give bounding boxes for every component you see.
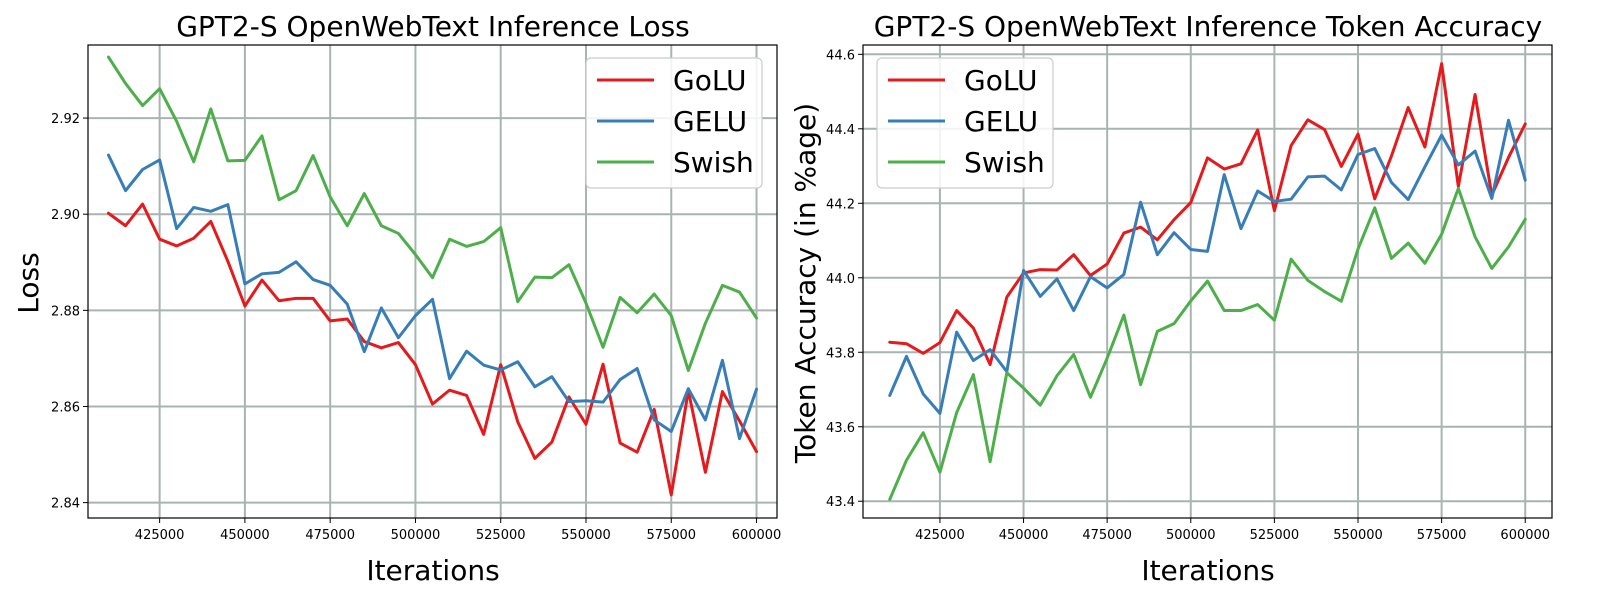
accuracy-y-tick-label: 44.2 bbox=[826, 197, 855, 212]
loss-series-golu bbox=[106, 202, 759, 497]
accuracy-x-tick-label: 550000 bbox=[1333, 528, 1383, 543]
loss-x-tick-label: 425000 bbox=[135, 528, 185, 543]
accuracy-x-tick-label: 475000 bbox=[1082, 528, 1132, 543]
loss-x-tick-label: 525000 bbox=[476, 528, 526, 543]
loss-x-axis-label: Iterations bbox=[366, 554, 499, 587]
loss-x-tick-label: 550000 bbox=[561, 528, 611, 543]
loss-legend-label-swish: Swish bbox=[673, 146, 754, 179]
accuracy-series-gelu bbox=[888, 118, 1527, 415]
accuracy-legend-box bbox=[876, 57, 1054, 189]
loss-legend-box bbox=[585, 57, 763, 189]
loss-plot-frame bbox=[87, 44, 778, 519]
loss-y-tick-label: 2.90 bbox=[51, 208, 80, 223]
accuracy-y-tick-label: 44.6 bbox=[826, 48, 855, 63]
accuracy-legend: GoLU GELU Swish bbox=[876, 57, 1054, 189]
accuracy-x-tick-label: 525000 bbox=[1250, 528, 1300, 543]
loss-y-tick-label: 2.88 bbox=[51, 304, 80, 319]
loss-y-axis-label: Loss bbox=[12, 252, 45, 313]
loss-legend-label-golu: GoLU bbox=[673, 64, 747, 97]
loss-ticks: 425000 450000 475000 500000 525000 550000 5750… bbox=[51, 112, 781, 543]
accuracy-y-axis-label: Token Accuracy (in %age) bbox=[789, 103, 822, 464]
accuracy-series-golu bbox=[888, 62, 1527, 367]
loss-chart-title: GPT2-S OpenWebText Inference Loss bbox=[176, 10, 690, 43]
loss-chart: GPT2-S OpenWebText Inference Loss 425000… bbox=[12, 10, 781, 587]
accuracy-y-tick-label: 43.4 bbox=[826, 495, 855, 510]
accuracy-x-axis-label: Iterations bbox=[1141, 554, 1274, 587]
loss-x-tick-label: 600000 bbox=[732, 528, 782, 543]
loss-series-swish bbox=[106, 55, 759, 372]
loss-legend: GoLU GELU Swish bbox=[585, 57, 763, 189]
accuracy-legend-label-golu: GoLU bbox=[964, 64, 1038, 97]
accuracy-plot-frame bbox=[862, 44, 1553, 519]
loss-x-tick-label: 500000 bbox=[391, 528, 441, 543]
accuracy-y-tick-label: 44.4 bbox=[826, 123, 855, 138]
accuracy-y-tick-label: 43.8 bbox=[826, 346, 855, 361]
loss-x-tick-label: 575000 bbox=[646, 528, 696, 543]
accuracy-y-tick-label: 43.6 bbox=[826, 421, 855, 436]
loss-y-tick-label: 2.92 bbox=[51, 112, 80, 127]
accuracy-ticks: 425000 450000 475000 500000 525000 550000 5750… bbox=[826, 48, 1550, 543]
accuracy-legend-label-swish: Swish bbox=[964, 146, 1045, 179]
loss-legend-label-gelu: GELU bbox=[673, 105, 747, 138]
accuracy-series-swish bbox=[888, 186, 1527, 501]
loss-x-tick-label: 450000 bbox=[220, 528, 270, 543]
accuracy-legend-label-gelu: GELU bbox=[964, 105, 1038, 138]
loss-x-tick-label: 475000 bbox=[305, 528, 355, 543]
accuracy-x-tick-label: 600000 bbox=[1500, 528, 1550, 543]
loss-y-tick-label: 2.84 bbox=[51, 497, 80, 512]
loss-y-tick-label: 2.86 bbox=[51, 400, 80, 415]
accuracy-grid bbox=[863, 45, 1552, 518]
accuracy-x-tick-label: 425000 bbox=[915, 528, 965, 543]
loss-series bbox=[106, 55, 759, 497]
accuracy-chart-title: GPT2-S OpenWebText Inference Token Accur… bbox=[874, 10, 1543, 43]
accuracy-x-tick-label: 500000 bbox=[1166, 528, 1216, 543]
accuracy-chart: GPT2-S OpenWebText Inference Token Accur… bbox=[789, 10, 1553, 587]
loss-series-gelu bbox=[106, 153, 759, 441]
accuracy-x-tick-label: 575000 bbox=[1417, 528, 1467, 543]
accuracy-y-tick-label: 44.0 bbox=[826, 272, 855, 287]
accuracy-series bbox=[888, 62, 1527, 501]
accuracy-x-tick-label: 450000 bbox=[999, 528, 1049, 543]
